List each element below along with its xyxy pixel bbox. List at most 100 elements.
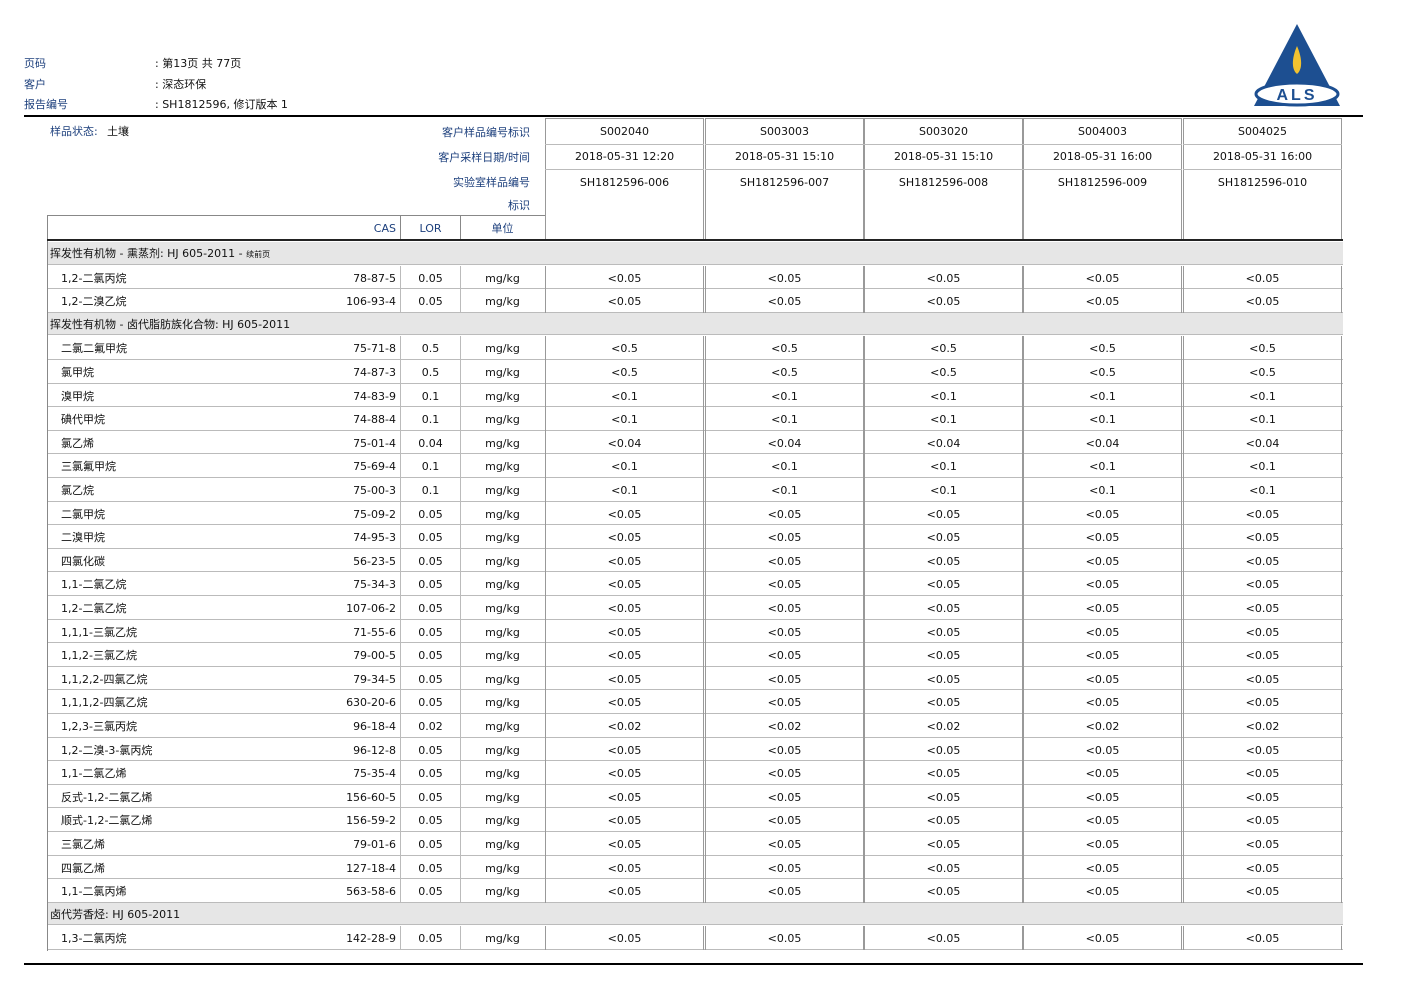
result-cell (1023, 879, 1182, 903)
result-cell (545, 926, 704, 950)
result-value: <0.5 (1249, 366, 1276, 379)
result-value: <0.05 (607, 790, 642, 804)
result-value: <0.1 (1089, 484, 1116, 497)
result-value: <0.1 (611, 460, 638, 474)
sample-header-line (1023, 144, 1182, 145)
result-value: <0.1 (771, 389, 798, 403)
row-line (48, 429, 1343, 431)
result-cell (545, 808, 704, 832)
result-value: <0.05 (1245, 625, 1280, 639)
result-cell (1183, 360, 1342, 384)
result-cell (1183, 572, 1342, 596)
unit: mg/kg (485, 838, 520, 851)
row-line (48, 453, 1343, 455)
result-value: <0.05 (1245, 578, 1280, 592)
result-cell (864, 289, 1023, 313)
result-value: <0.02 (1245, 720, 1280, 733)
result-value: <0.1 (930, 389, 957, 403)
result-cell (1183, 643, 1342, 667)
result-cell (1183, 879, 1342, 903)
cas-number: 107-06-2 (346, 602, 396, 615)
result-cell (705, 430, 864, 455)
col-sep (400, 525, 401, 549)
result-value: <0.05 (1085, 672, 1120, 686)
result-value: <0.5 (771, 366, 798, 379)
result-cell (864, 336, 1023, 360)
col-sep (400, 454, 401, 478)
row-line (48, 713, 1343, 714)
result-value: <0.02 (926, 720, 961, 733)
result-value: <0.04 (767, 436, 802, 450)
left-header-line (47, 215, 545, 216)
col-sep (460, 619, 461, 644)
section-title-wrap: 挥发性有机物 - 熏蒸剂: HJ 605-2011 - 续前页 (50, 247, 270, 262)
result-value: <0.05 (1085, 932, 1120, 946)
row-line (48, 311, 1343, 313)
result-value: <0.05 (1245, 932, 1280, 946)
result-cell (1023, 643, 1182, 667)
lor: 0.05 (418, 531, 443, 545)
col-sep (400, 265, 401, 290)
result-cell (1023, 454, 1182, 478)
row-header: 实验室样品编号 (453, 176, 530, 189)
result-cell (545, 714, 704, 738)
lor: 0.05 (418, 578, 443, 592)
result-cell (1023, 784, 1182, 809)
col-sep (400, 407, 401, 431)
result-value: <0.05 (1085, 885, 1120, 899)
result-value: <0.05 (767, 554, 802, 568)
result-cell (1183, 525, 1342, 549)
result-value: <0.05 (1085, 602, 1120, 615)
lor: 0.05 (418, 861, 443, 875)
top-rule (24, 115, 1363, 117)
result-value: <0.05 (1085, 838, 1120, 851)
lor: 0.05 (418, 932, 443, 946)
lor: 0.5 (421, 342, 440, 356)
result-cell (705, 832, 864, 856)
result-cell (545, 855, 704, 880)
col-sep (460, 572, 461, 596)
col-sep (400, 548, 401, 573)
unit: mg/kg (485, 436, 520, 450)
sample-header-line (705, 169, 864, 170)
row-line (48, 547, 1343, 549)
result-cell (545, 265, 704, 290)
col-sep (400, 501, 401, 526)
unit: mg/kg (485, 578, 520, 592)
result-cell (1023, 501, 1182, 526)
result-value: <0.05 (1245, 743, 1280, 757)
unit: mg/kg (485, 649, 520, 663)
result-cell (864, 714, 1023, 738)
unit: mg/kg (485, 932, 520, 946)
col-sep (400, 737, 401, 762)
sample-header-line (545, 169, 704, 170)
result-value: <0.04 (607, 436, 642, 450)
result-cell (864, 690, 1023, 714)
result-value: <0.05 (926, 602, 961, 615)
cas-number: 142-28-9 (346, 932, 396, 946)
result-cell (545, 360, 704, 384)
result-value: <0.05 (607, 767, 642, 781)
result-cell (1023, 619, 1182, 644)
lor: 0.05 (418, 295, 443, 309)
result-value: <0.05 (767, 625, 802, 639)
result-cell (545, 383, 704, 408)
result-cell (1023, 596, 1182, 620)
result-cell (1183, 737, 1342, 762)
cas-number: 79-00-5 (353, 649, 396, 663)
cas-number: 96-12-8 (353, 743, 396, 757)
sample-date: 2018-05-31 16:00 (1052, 150, 1153, 163)
sample-id: S003003 (760, 125, 809, 138)
cas-number: 563-58-6 (346, 885, 396, 899)
result-value: <0.05 (767, 507, 802, 521)
lor: 0.05 (418, 507, 443, 521)
result-value: <0.05 (1085, 507, 1120, 521)
result-value: <0.1 (1249, 460, 1276, 474)
result-cell (864, 525, 1023, 549)
section-title: 挥发性有机物 - 熏蒸剂: HJ 605-2011 - (50, 247, 247, 260)
lor: 0.05 (418, 271, 443, 285)
column-header: CAS (373, 222, 396, 235)
result-cell (545, 454, 704, 478)
lor: 0.05 (418, 767, 443, 781)
